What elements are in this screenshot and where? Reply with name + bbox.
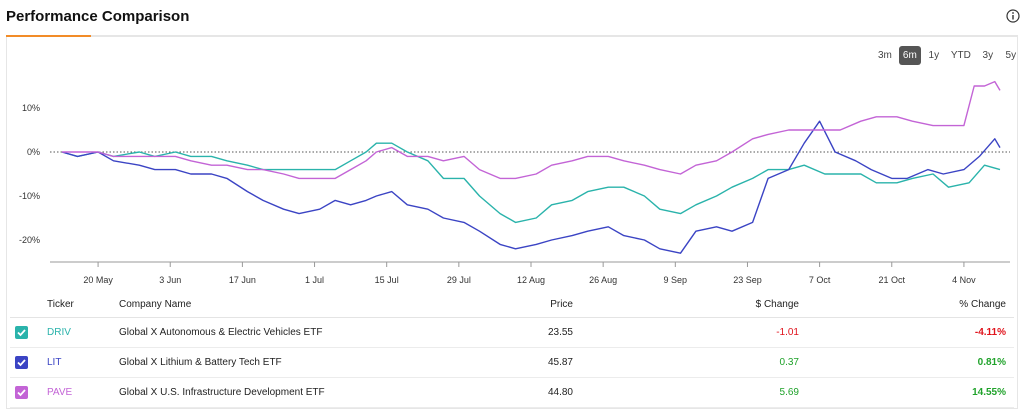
x-tick-label: 29 Jul [447, 275, 471, 285]
x-tick-label: 12 Aug [517, 275, 545, 285]
price-cell: 45.87 [430, 347, 574, 378]
x-tick-label: 1 Jul [305, 275, 324, 285]
col-ticker-header: Ticker [46, 291, 118, 318]
range-5y-button[interactable]: 5y [1005, 50, 1017, 61]
ticker-cell: PAVE [46, 377, 118, 408]
x-tick-label: 20 May [83, 275, 113, 285]
series-line-lit[interactable] [61, 120, 1001, 254]
table-row: DRIV Global X Autonomous & Electric Vehi… [10, 317, 1014, 348]
pct-change-cell: 14.55% [800, 377, 1014, 408]
performance-chart[interactable]: 10% 0% -10% -20% 20 May 3 Jun 17 Jun 1 Jul 15 J… [0, 0, 1024, 290]
range-3m-button[interactable]: 3m [878, 50, 892, 61]
series-checkbox-lit[interactable] [15, 356, 28, 369]
company-cell: Global X Autonomous & Electric Vehicles … [118, 317, 430, 348]
price-cell: 44.80 [430, 377, 574, 408]
col-pct-header: % Change [800, 291, 1014, 318]
checkmark-icon [17, 359, 26, 367]
x-tick-label: 9 Sep [664, 275, 688, 285]
table-header-row: Ticker Company Name Price $ Change % Cha… [10, 291, 1014, 318]
series-line-pave[interactable] [62, 80, 1001, 180]
series-checkbox-driv[interactable] [15, 326, 28, 339]
x-tick-label: 7 Oct [809, 275, 831, 285]
col-change-header: $ Change [574, 291, 800, 318]
page-title: Performance Comparison [6, 8, 190, 25]
company-cell: Global X U.S. Infrastructure Development… [118, 377, 430, 408]
checkmark-icon [17, 329, 26, 337]
x-tick-label: 3 Jun [159, 275, 181, 285]
range-3y-button[interactable]: 3y [982, 50, 994, 61]
y-tick-label: 0% [27, 147, 40, 157]
ticker-cell: LIT [46, 347, 118, 378]
pct-change-cell: 0.81% [800, 347, 1014, 378]
checkmark-icon [17, 389, 26, 397]
x-tick-label: 4 Nov [952, 275, 976, 285]
series-checkbox-pave[interactable] [15, 386, 28, 399]
y-tick-label: -20% [19, 235, 40, 245]
info-icon[interactable] [1006, 9, 1020, 23]
change-cell: 5.69 [574, 377, 800, 408]
table-row: LIT Global X Lithium & Battery Tech ETF … [10, 347, 1014, 378]
price-cell: 23.55 [430, 317, 574, 348]
change-cell: -1.01 [574, 317, 800, 348]
range-1y-button[interactable]: 1y [928, 50, 940, 61]
col-price-header: Price [430, 291, 574, 318]
x-tick-label: 26 Aug [589, 275, 617, 285]
x-tick-label: 15 Jul [375, 275, 399, 285]
y-tick-label: 10% [22, 103, 40, 113]
change-cell: 0.37 [574, 347, 800, 378]
table-row: PAVE Global X U.S. Infrastructure Develo… [10, 377, 1014, 408]
range-ytd-button[interactable]: YTD [950, 50, 971, 61]
x-tick-label: 23 Sep [733, 275, 762, 285]
title-divider [6, 35, 1018, 37]
range-6m-button[interactable]: 6m [898, 46, 921, 65]
series-line-driv[interactable] [61, 142, 1001, 224]
pct-change-cell: -4.11% [800, 317, 1014, 348]
col-company-header: Company Name [118, 291, 430, 318]
x-tick-label: 17 Jun [229, 275, 256, 285]
x-tick-label: 21 Oct [879, 275, 906, 285]
comparison-table: Ticker Company Name Price $ Change % Cha… [10, 291, 1014, 408]
range-selector: 3m 6m 1y YTD 3y 5y [874, 46, 1021, 65]
chart-panel [6, 37, 1018, 409]
title-accent-bar [6, 35, 91, 37]
company-cell: Global X Lithium & Battery Tech ETF [118, 347, 430, 378]
ticker-cell: DRIV [46, 317, 118, 348]
y-tick-label: -10% [19, 191, 40, 201]
